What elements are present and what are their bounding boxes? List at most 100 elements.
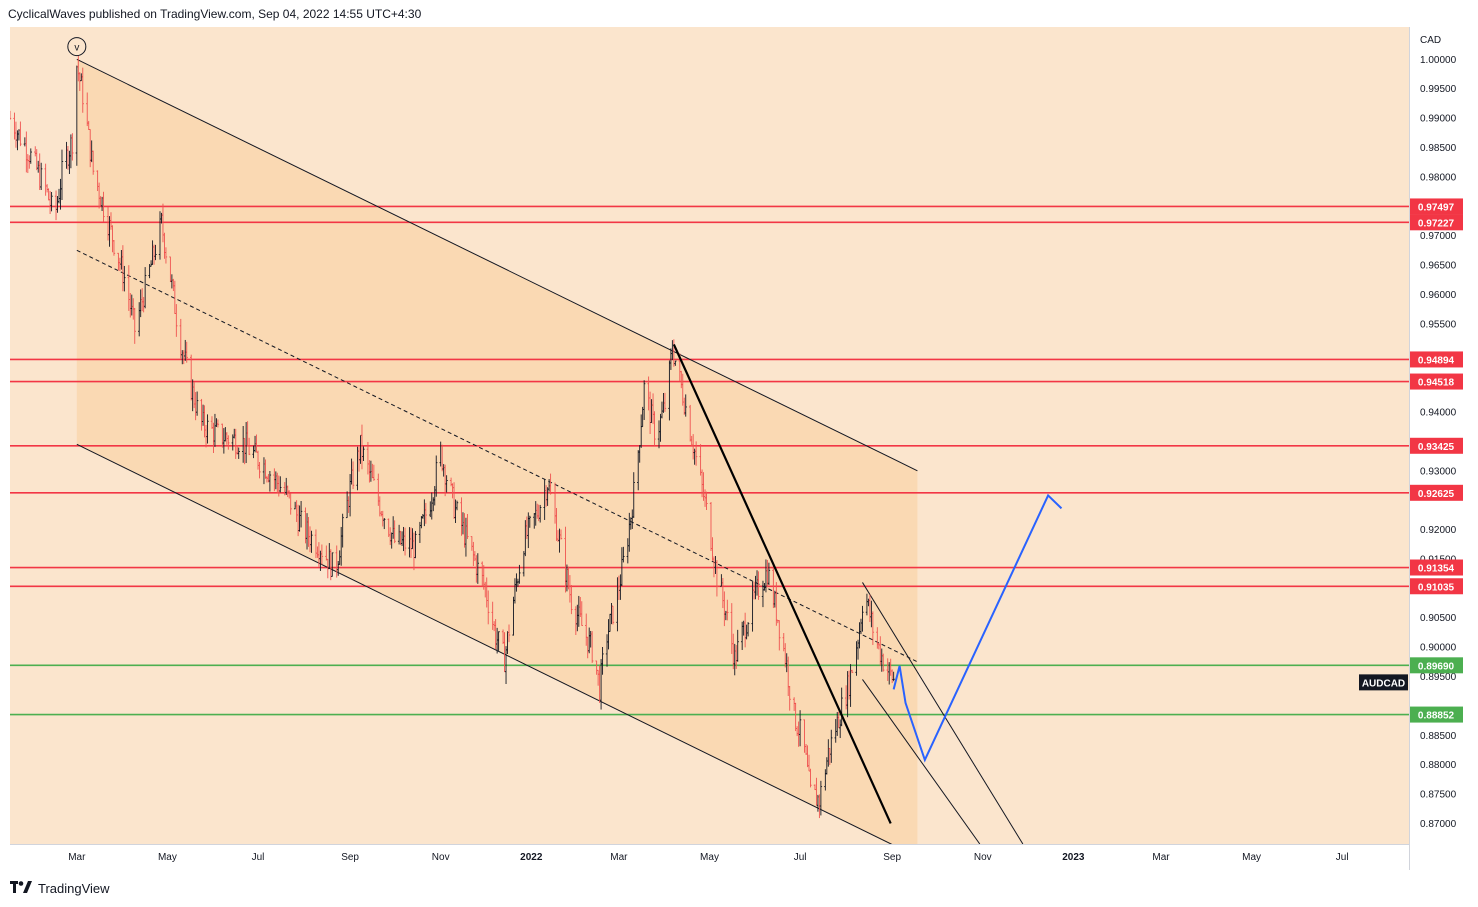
price-tick-label: 0.97000 (1420, 231, 1457, 242)
level-price-label: 0.91035 (1418, 582, 1455, 593)
symbol-label-box[interactable] (1359, 674, 1408, 691)
level-price-label: 0.89690 (1418, 661, 1455, 672)
price-axis-border (1409, 27, 1410, 870)
candle (840, 687, 843, 727)
candle (487, 590, 490, 625)
small_descending_channel-lower-line[interactable] (862, 679, 981, 844)
candle (466, 513, 469, 540)
candle (414, 530, 417, 559)
price-tick-label: 0.98500 (1420, 143, 1457, 154)
candle (798, 710, 802, 747)
candle (830, 729, 833, 763)
level-price-box[interactable] (1410, 437, 1463, 454)
candle (50, 191, 53, 212)
candle (445, 475, 448, 493)
price-tick-label: 0.93000 (1420, 466, 1457, 477)
price-tick-label: 0.94000 (1420, 407, 1457, 418)
candle (663, 392, 667, 412)
candle (871, 611, 875, 645)
candle (642, 380, 646, 420)
time-tick-label: Nov (974, 852, 992, 863)
candle (746, 622, 750, 637)
level-price-box[interactable] (1410, 657, 1463, 674)
level-price-label: 0.97227 (1418, 218, 1455, 229)
candle (175, 304, 178, 337)
candle (289, 492, 292, 515)
candle (528, 515, 531, 528)
candle (299, 501, 303, 528)
candle (549, 473, 552, 495)
candle (372, 464, 376, 481)
candle (435, 455, 438, 497)
price-chart[interactable]: CAD 1.00000 0.99500 0.99000 0.98500 0.98000 0.… (0, 0, 1478, 880)
candle (39, 162, 43, 190)
candle (143, 267, 147, 309)
candle (351, 461, 355, 490)
main_descending_channel-median-line[interactable] (76, 249, 918, 663)
level-price-box[interactable] (1410, 578, 1463, 595)
level-price-box[interactable] (1410, 706, 1463, 723)
candle (216, 419, 220, 428)
candle (123, 265, 126, 292)
price-tick-label: 0.90000 (1420, 643, 1457, 654)
price-tick-label: 0.87000 (1420, 819, 1457, 830)
candle (809, 768, 812, 788)
candle (590, 631, 594, 663)
wave-marker-circle[interactable] (67, 37, 87, 57)
candle (258, 462, 261, 479)
candle (320, 544, 324, 565)
time-tick-label: Mar (1152, 852, 1170, 863)
level-price-box[interactable] (1410, 373, 1463, 390)
time-tick-label: Sep (883, 852, 901, 863)
level-price-box[interactable] (1410, 484, 1463, 501)
bearish-trendline[interactable] (672, 343, 892, 824)
candle (622, 546, 625, 563)
candle (778, 620, 781, 651)
time-tick-label: Jul (252, 852, 265, 863)
small_descending_channel-upper-line[interactable] (862, 582, 1024, 844)
candle (206, 414, 209, 444)
candle (674, 360, 677, 366)
candle (424, 502, 428, 524)
candle (227, 435, 230, 450)
candle (71, 133, 74, 161)
level-price-label: 0.94894 (1418, 355, 1455, 366)
candle (694, 441, 698, 466)
candle (393, 520, 396, 544)
price-tick-label: 0.90500 (1420, 613, 1457, 624)
time-tick-label: Jul (794, 852, 807, 863)
projection-path[interactable] (892, 493, 1063, 763)
level-price-box[interactable] (1410, 351, 1463, 368)
candle (403, 527, 407, 556)
candle (10, 110, 12, 120)
candle (331, 552, 334, 577)
candle (559, 529, 563, 540)
level-price-box[interactable] (1410, 559, 1463, 576)
time-tick-label: Mar (68, 852, 86, 863)
candle (580, 601, 583, 626)
candle (60, 149, 64, 200)
candle (383, 517, 386, 530)
symbol-label: AUDCAD (1362, 678, 1405, 689)
price-tick-label: 0.96000 (1420, 290, 1457, 301)
level-price-box[interactable] (1410, 198, 1463, 215)
time-tick-label: Mar (610, 852, 628, 863)
channel-fill (76, 59, 918, 844)
price-tick-label: 0.88500 (1420, 731, 1457, 742)
candle (279, 476, 282, 493)
tradingview-brand: TradingView (38, 880, 110, 896)
tv-logo-icon (10, 880, 32, 896)
price-tick-label: 1.00000 (1420, 55, 1457, 66)
price-tick-label: 0.92000 (1420, 525, 1457, 536)
candle (882, 653, 885, 672)
candle (601, 646, 604, 675)
candle (788, 685, 791, 711)
tradingview-footer[interactable]: TradingView (10, 880, 110, 896)
candle (518, 564, 521, 584)
candle (185, 341, 188, 363)
main_descending_channel-upper-line[interactable] (76, 58, 918, 472)
time-tick-label: Sep (341, 852, 359, 863)
publisher-header: CyclicalWaves published on TradingView.c… (8, 7, 422, 21)
level-price-box[interactable] (1410, 214, 1463, 231)
time-tick-label: 2022 (520, 852, 543, 863)
